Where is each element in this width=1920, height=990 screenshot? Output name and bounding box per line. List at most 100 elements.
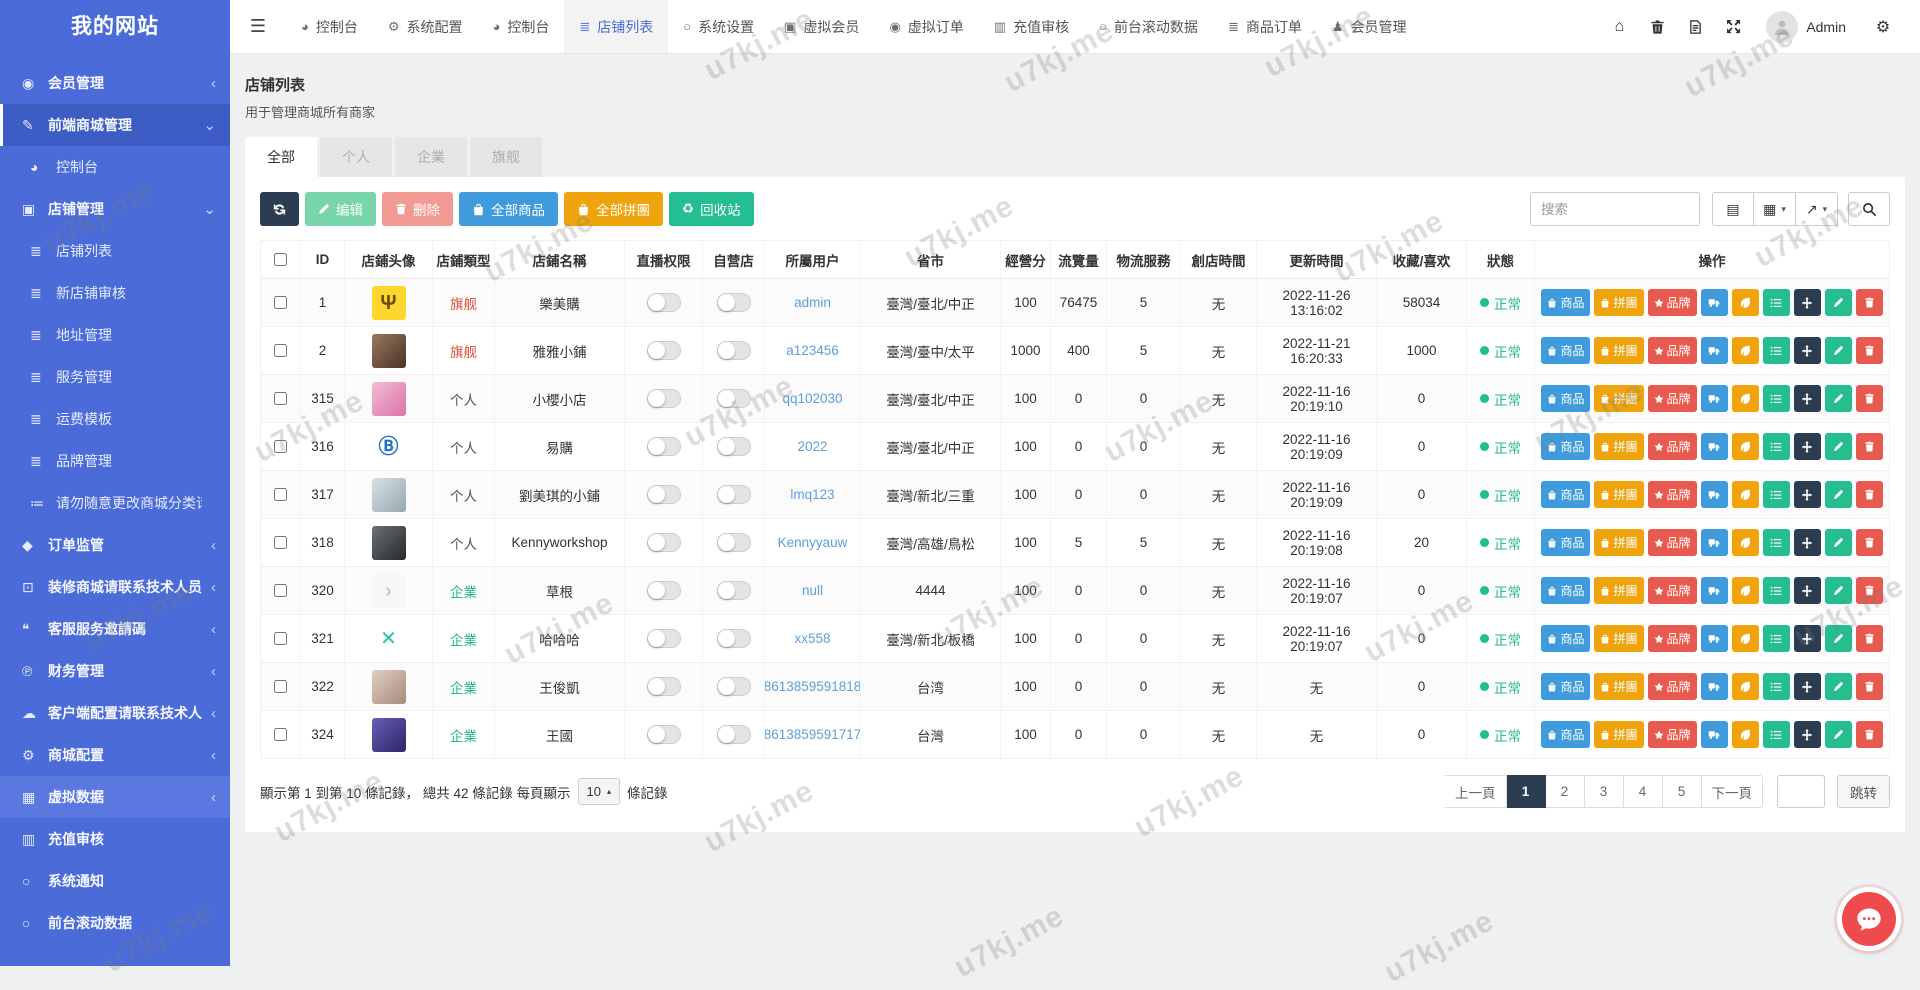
export-button[interactable]: ↗▾ [1796, 192, 1838, 226]
self-shop-toggle[interactable] [717, 677, 751, 696]
groupbuy-button[interactable]: 拼團 [1594, 625, 1643, 652]
home-icon[interactable]: ⌂ [1600, 18, 1638, 36]
move-button[interactable] [1794, 577, 1821, 604]
goods-button[interactable]: 商品 [1541, 337, 1590, 364]
delete-row-button[interactable] [1856, 289, 1883, 316]
leaf-button[interactable] [1732, 433, 1759, 460]
filter-tab[interactable]: 个人 [320, 137, 392, 177]
owner-user-link[interactable]: lmq123 [790, 487, 834, 502]
edit-row-button[interactable] [1825, 289, 1852, 316]
owner-user-link[interactable]: qq102030 [782, 391, 842, 406]
self-shop-toggle[interactable] [717, 533, 751, 552]
row-checkbox[interactable] [274, 488, 287, 501]
groupbuy-button[interactable]: 拼團 [1594, 721, 1643, 748]
sidebar-item[interactable]: ○ 系统通知 [0, 860, 230, 902]
delete-row-button[interactable] [1856, 433, 1883, 460]
brand-button[interactable]: 品牌 [1648, 529, 1697, 556]
admin-avatar[interactable] [1766, 11, 1798, 43]
row-checkbox[interactable] [274, 440, 287, 453]
topbar-tab[interactable]: ≣ 商品订单 [1213, 0, 1317, 53]
sidebar-item[interactable]: ▥ 充值审核 [0, 818, 230, 860]
page-jump-button[interactable]: 跳转 [1837, 775, 1890, 808]
sidebar-item[interactable]: ○ 前台滚动数据 [0, 902, 230, 944]
detail-list-button[interactable] [1763, 481, 1790, 508]
brand-button[interactable]: 品牌 [1648, 721, 1697, 748]
goods-button[interactable]: 商品 [1541, 721, 1590, 748]
delete-row-button[interactable] [1856, 529, 1883, 556]
page-button[interactable]: 3 [1585, 775, 1624, 808]
delete-row-button[interactable] [1856, 337, 1883, 364]
sidebar-item[interactable]: ◕ 控制台 [0, 146, 230, 188]
logistics-truck-button[interactable] [1701, 625, 1728, 652]
owner-user-link[interactable]: admin [794, 295, 831, 310]
goods-button[interactable]: 商品 [1541, 433, 1590, 460]
sidebar-item[interactable]: ≣ 新店铺审核 [0, 272, 230, 314]
owner-user-link[interactable]: xx558 [794, 631, 830, 646]
sidebar-item[interactable]: ❝ 客服服务邀請碼 ‹ [0, 608, 230, 650]
live-permission-toggle[interactable] [647, 533, 681, 552]
owner-user-link[interactable]: 8613859591717 [765, 727, 861, 742]
leaf-button[interactable] [1732, 529, 1759, 556]
goods-button[interactable]: 商品 [1541, 385, 1590, 412]
owner-user-link[interactable]: 8613859591818 [765, 679, 861, 694]
brand-button[interactable]: 品牌 [1648, 289, 1697, 316]
detail-view-button[interactable]: ▤ [1712, 192, 1754, 226]
select-all-checkbox[interactable] [274, 253, 287, 266]
detail-list-button[interactable] [1763, 673, 1790, 700]
leaf-button[interactable] [1732, 289, 1759, 316]
live-permission-toggle[interactable] [647, 629, 681, 648]
row-checkbox[interactable] [274, 344, 287, 357]
sidebar-item[interactable]: ▣ 店铺管理 ⌄ [0, 188, 230, 230]
goods-button[interactable]: 商品 [1541, 289, 1590, 316]
leaf-button[interactable] [1732, 721, 1759, 748]
move-button[interactable] [1794, 529, 1821, 556]
logistics-truck-button[interactable] [1701, 577, 1728, 604]
brand-button[interactable]: 品牌 [1648, 385, 1697, 412]
recycle-bin-button[interactable]: ♻ 回收站 [669, 192, 754, 226]
leaf-button[interactable] [1732, 625, 1759, 652]
page-button[interactable]: 5 [1663, 775, 1702, 808]
sidebar-item[interactable]: ▦ 虚拟数据 ‹ [0, 776, 230, 818]
sidebar-item[interactable]: ⚙ 商城配置 ‹ [0, 734, 230, 776]
delete-row-button[interactable] [1856, 625, 1883, 652]
sidebar-item[interactable]: ≣ 运费模板 [0, 398, 230, 440]
trash-icon[interactable] [1638, 19, 1676, 35]
self-shop-toggle[interactable] [717, 293, 751, 312]
edit-row-button[interactable] [1825, 385, 1852, 412]
detail-list-button[interactable] [1763, 577, 1790, 604]
owner-user-link[interactable]: 2022 [797, 439, 827, 454]
topbar-tab[interactable]: ▥ 充值审核 [979, 0, 1084, 53]
goods-button[interactable]: 商品 [1541, 673, 1590, 700]
detail-list-button[interactable] [1763, 529, 1790, 556]
move-button[interactable] [1794, 625, 1821, 652]
live-permission-toggle[interactable] [647, 341, 681, 360]
owner-user-link[interactable]: Kennyyauw [778, 535, 848, 550]
topbar-tab[interactable]: ◕ 控制台 [478, 0, 565, 53]
edit-button[interactable]: 编辑 [305, 192, 376, 226]
goods-button[interactable]: 商品 [1541, 529, 1590, 556]
groupbuy-button[interactable]: 拼團 [1594, 289, 1643, 316]
live-permission-toggle[interactable] [647, 437, 681, 456]
delete-button[interactable]: 删除 [382, 192, 453, 226]
logistics-truck-button[interactable] [1701, 433, 1728, 460]
brand-button[interactable]: 品牌 [1648, 625, 1697, 652]
logistics-truck-button[interactable] [1701, 385, 1728, 412]
owner-user-link[interactable]: a123456 [786, 343, 839, 358]
page-button[interactable]: 2 [1546, 775, 1585, 808]
owner-user-link[interactable]: null [802, 583, 823, 598]
goods-button[interactable]: 商品 [1541, 625, 1590, 652]
column-toggle-button[interactable]: ▦▾ [1754, 192, 1796, 226]
page-size-dropdown[interactable]: 10 ▴ [578, 778, 620, 805]
self-shop-toggle[interactable] [717, 581, 751, 600]
settings-gears-icon[interactable]: ⚙ [1864, 17, 1902, 37]
live-permission-toggle[interactable] [647, 581, 681, 600]
search-input[interactable] [1530, 192, 1700, 226]
logistics-truck-button[interactable] [1701, 721, 1728, 748]
logistics-truck-button[interactable] [1701, 289, 1728, 316]
row-checkbox[interactable] [274, 296, 287, 309]
self-shop-toggle[interactable] [717, 629, 751, 648]
sidebar-item[interactable]: ⊡ 装修商城请联系技术人员 ‹ [0, 566, 230, 608]
edit-row-button[interactable] [1825, 721, 1852, 748]
row-checkbox[interactable] [274, 632, 287, 645]
customer-chat-button[interactable] [1842, 892, 1896, 946]
